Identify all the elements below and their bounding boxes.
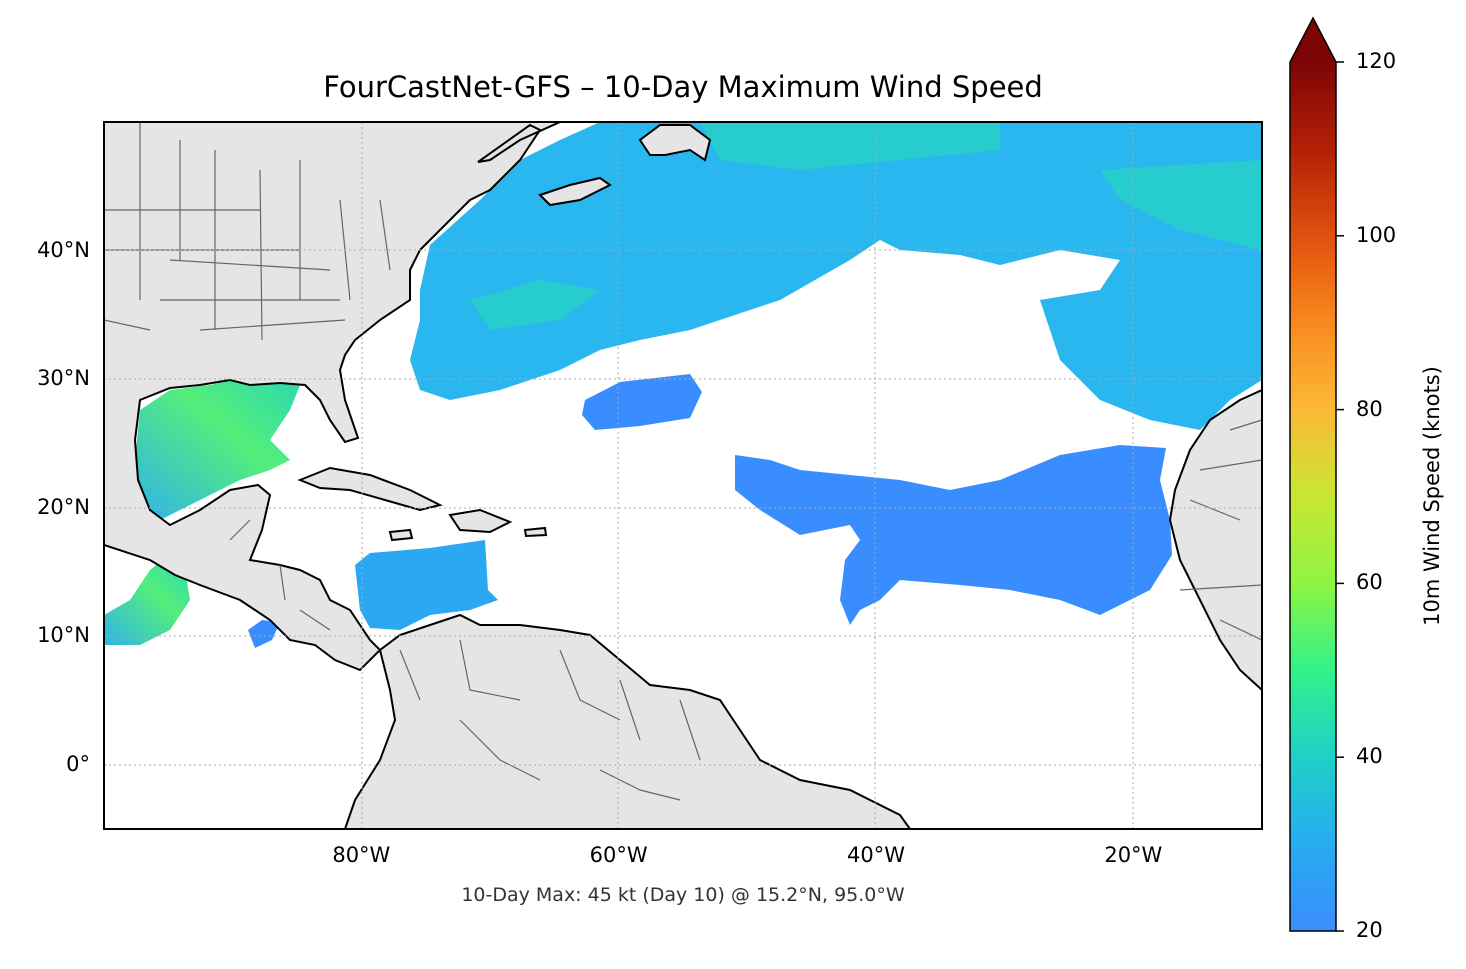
colorbar-outline xyxy=(1289,16,1337,932)
colorbar-tick-label: 80 xyxy=(1356,396,1383,421)
political-borders xyxy=(104,122,1262,801)
wind-swath-north-atlantic xyxy=(410,122,1262,430)
map-title: FourCastNet-GFS – 10-Day Maximum Wind Sp… xyxy=(323,70,1043,104)
colorbar-tick-label: 60 xyxy=(1356,570,1383,595)
land-north-america xyxy=(104,122,561,672)
max-wind-summary: 10-Day Max: 45 kt (Day 10) @ 15.2°N, 95.… xyxy=(461,884,905,906)
lat-label: 30°N xyxy=(37,366,90,391)
wind-swath-central-atlantic xyxy=(582,374,702,430)
land-puerto-rico xyxy=(523,526,548,538)
land-newfoundland xyxy=(638,124,712,162)
colorbar-tick-label: 120 xyxy=(1356,49,1397,73)
lat-label: 10°N xyxy=(37,623,90,648)
map-frame xyxy=(103,121,1263,830)
wind-swath-layer xyxy=(104,122,1262,648)
land-africa xyxy=(1168,388,1262,692)
lat-label: 20°N xyxy=(37,494,90,519)
lat-label: 0° xyxy=(66,751,90,776)
land-layer xyxy=(104,122,1262,829)
land-nova-scotia xyxy=(538,176,612,207)
lon-label: 80°W xyxy=(332,843,391,867)
colorbar-label: 10m Wind Speed (knots) xyxy=(1420,366,1444,626)
colorbar-ticks xyxy=(1336,61,1344,932)
colorbar-gradient xyxy=(1290,62,1336,931)
colorbar-extend-arrow xyxy=(1290,18,1336,62)
colorbar-tick-label: 40 xyxy=(1356,744,1383,769)
wind-swath-tropical-atlantic xyxy=(735,445,1172,625)
colorbar-tick-label: 100 xyxy=(1356,222,1397,247)
wind-swath-gulf-of-mexico xyxy=(135,378,300,520)
land-south-america xyxy=(343,613,912,829)
colorbar-tick-label: 20 xyxy=(1356,918,1383,942)
colorbar xyxy=(1289,16,1344,932)
wind-swath-eastern-pacific xyxy=(104,558,190,645)
land-hispaniola xyxy=(448,508,513,534)
gridlines xyxy=(104,122,1262,829)
lon-label: 60°W xyxy=(589,843,648,867)
wind-swath-north-atlantic-core xyxy=(470,122,1262,330)
wind-swath-caribbean xyxy=(355,540,498,630)
wind-swath-pacific-small xyxy=(248,620,280,648)
land-jamaica xyxy=(388,528,414,542)
lon-label: 20°W xyxy=(1104,843,1163,867)
map-area xyxy=(104,122,1262,829)
lat-label: 40°N xyxy=(37,237,90,262)
lon-label: 40°W xyxy=(847,843,905,867)
